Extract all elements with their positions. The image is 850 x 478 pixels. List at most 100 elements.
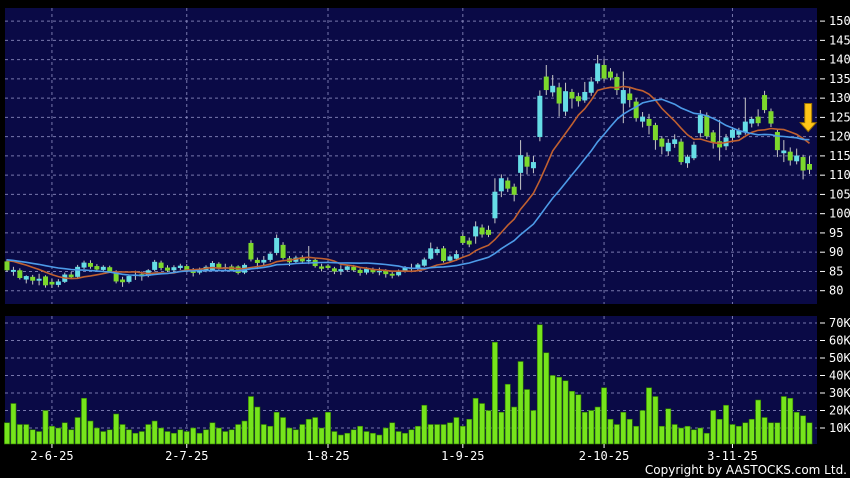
candle-body-down <box>107 267 113 272</box>
candle-body-down <box>216 263 222 268</box>
volume-bar <box>273 411 280 445</box>
ma-slow-line <box>6 98 810 277</box>
price-tick-label: 135 <box>829 72 850 86</box>
price-tick-label: 125 <box>829 110 850 124</box>
candle-body-down <box>479 227 485 235</box>
volume-bar <box>800 415 806 445</box>
candle-body-up <box>473 226 479 237</box>
volume-bar <box>312 417 319 445</box>
candle-body-down <box>601 65 607 79</box>
price-tick-label: 100 <box>829 207 850 221</box>
volume-bar <box>459 425 466 445</box>
volume-axis: 70K 60K 50K 40K 30K 20K 10K <box>820 316 850 435</box>
volume-bar <box>164 431 171 445</box>
volume-bar <box>29 429 36 445</box>
volume-bar <box>421 404 428 445</box>
price-tick-label: 150 <box>829 14 850 28</box>
volume-bar <box>132 432 139 445</box>
candle-body-down <box>113 271 119 282</box>
candle-body-down <box>351 266 357 271</box>
candle-body-up <box>36 278 42 281</box>
candle-body-down <box>460 236 466 243</box>
volume-bar <box>569 390 575 445</box>
candle-body-down <box>383 270 389 275</box>
volume-bar <box>395 431 402 445</box>
date-label: 2-7-25 <box>165 449 208 463</box>
volume-bar <box>485 410 492 445</box>
volume-bar <box>151 420 158 445</box>
volume-bar <box>138 431 145 445</box>
candle-body-down <box>633 101 639 119</box>
price-tick-label: 85 <box>829 264 843 278</box>
volume-bar <box>248 396 254 445</box>
volume-bar <box>658 425 665 445</box>
candle-body-up <box>498 178 504 192</box>
candle-body-up <box>376 271 382 273</box>
volume-bar <box>100 431 107 445</box>
candle-body-down <box>704 115 710 137</box>
candle-body-up <box>736 130 742 135</box>
volume-bar <box>691 429 697 445</box>
candle-body-up <box>402 267 408 272</box>
candle-body-up <box>640 116 646 122</box>
volume-bar <box>710 410 717 445</box>
candle-body-down <box>762 95 768 111</box>
volume-bar <box>755 399 762 445</box>
volume-bar <box>716 418 723 445</box>
volume-bar <box>241 420 248 445</box>
volume-tick-label: 30K <box>829 386 850 400</box>
candle-body-down <box>325 265 331 268</box>
volume-tick-label: 60K <box>829 334 850 348</box>
candle-body-down <box>235 266 241 273</box>
volume-bar <box>594 406 601 445</box>
candle-body-up <box>691 144 697 159</box>
copyright-notice: Copyright by AASTOCKS.com Ltd. <box>645 463 847 477</box>
price-tick-label: 95 <box>829 226 843 240</box>
volume-bar <box>325 411 331 445</box>
price-tick-label: 80 <box>829 284 843 298</box>
candle-body-down <box>800 157 806 171</box>
volume-bar <box>4 422 10 445</box>
candle-body-up <box>306 259 312 262</box>
volume-bar <box>646 387 652 445</box>
volume-bar <box>639 410 646 445</box>
candle-body-up <box>781 150 787 154</box>
candle-body-up <box>55 281 61 285</box>
down-arrow-icon <box>799 103 818 133</box>
volume-bar <box>556 376 563 445</box>
ma-slow <box>6 98 810 277</box>
volume-bar <box>793 411 800 445</box>
volume-bar <box>562 380 569 445</box>
candle-body-up <box>672 139 678 144</box>
price-axis: 150 145 140 135 130 125 120 115 110 105 100 95 90 85 8… <box>820 14 850 298</box>
candle-body-up <box>729 129 735 138</box>
volume-bar <box>524 389 530 445</box>
volume-bar <box>337 434 344 445</box>
date-label: 3-11-25 <box>707 449 758 463</box>
date-label: 1-8-25 <box>306 449 349 463</box>
price-tick-label: 105 <box>829 187 850 201</box>
candle-body-down <box>710 132 716 143</box>
candle-body-up <box>100 266 106 270</box>
candle-body-down <box>511 186 517 195</box>
volume-bar <box>671 424 678 445</box>
volume-bars <box>4 324 813 445</box>
price-tick-label: 145 <box>829 33 850 47</box>
volume-bar <box>376 434 383 445</box>
volume-bar <box>768 422 774 445</box>
volume-bar <box>787 397 794 445</box>
volume-bar <box>68 429 75 445</box>
candle-body-down <box>254 259 260 263</box>
ma-fast-line <box>6 85 810 280</box>
candle-body-up <box>81 262 87 268</box>
volume-bar <box>626 418 633 445</box>
volume-bar <box>742 422 749 445</box>
date-label: 1-9-25 <box>441 449 484 463</box>
volume-bar <box>761 417 768 445</box>
volume-bar <box>23 424 30 445</box>
volume-bar <box>36 431 42 445</box>
candle-body-down <box>717 141 723 148</box>
candle-body-down <box>614 76 620 91</box>
price-tick-label: 130 <box>829 91 850 105</box>
volume-bar <box>453 417 460 445</box>
